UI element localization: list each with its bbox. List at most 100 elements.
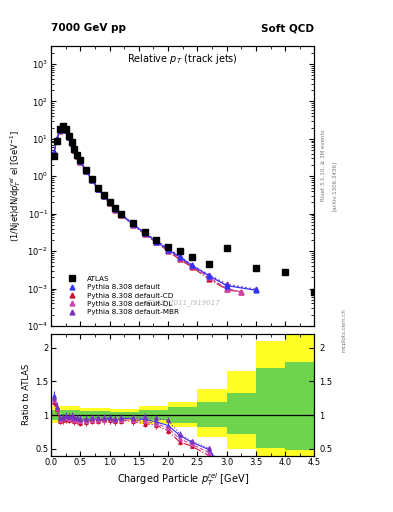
Line: Pythia 8.308 default-CD: Pythia 8.308 default-CD xyxy=(51,125,244,294)
Pythia 8.308 default-DL xyxy=(189,263,194,269)
Text: Relative $p_T$ (track jets): Relative $p_T$ (track jets) xyxy=(127,52,238,66)
Pythia 8.308 default-MBR xyxy=(55,136,59,142)
Pythia 8.308 default-DL xyxy=(72,146,77,153)
Pythia 8.308 default-CD xyxy=(78,159,83,165)
Pythia 8.308 default-MBR xyxy=(142,230,147,236)
ATLAS xyxy=(101,191,106,198)
Pythia 8.308 default-MBR xyxy=(119,211,124,218)
Pythia 8.308 default-MBR xyxy=(207,272,211,278)
Pythia 8.308 default xyxy=(72,146,77,153)
Line: Pythia 8.308 default: Pythia 8.308 default xyxy=(51,124,258,293)
Text: 7000 GeV pp: 7000 GeV pp xyxy=(51,23,126,33)
Pythia 8.308 default-CD xyxy=(61,124,65,130)
Text: ATLAS_2011_I919017: ATLAS_2011_I919017 xyxy=(145,300,220,306)
Pythia 8.308 default-DL xyxy=(107,200,112,206)
ATLAS xyxy=(90,176,94,182)
Pythia 8.308 default-CD xyxy=(66,134,71,140)
Pythia 8.308 default-CD xyxy=(113,206,118,212)
ATLAS xyxy=(55,137,59,143)
Pythia 8.308 default-DL xyxy=(142,231,147,237)
Pythia 8.308 default-DL xyxy=(239,289,244,295)
Pythia 8.308 default xyxy=(66,134,71,140)
Pythia 8.308 default-DL xyxy=(101,193,106,199)
Pythia 8.308 default-CD xyxy=(224,286,229,292)
Pythia 8.308 default-DL xyxy=(154,239,159,245)
Text: Rivet 3.1.10, ≥ 3M events: Rivet 3.1.10, ≥ 3M events xyxy=(320,130,325,201)
Pythia 8.308 default xyxy=(57,127,62,133)
Pythia 8.308 default-DL xyxy=(78,159,83,165)
Pythia 8.308 default xyxy=(253,287,258,293)
Pythia 8.308 default-CD xyxy=(72,147,77,153)
Pythia 8.308 default xyxy=(101,193,106,199)
Pythia 8.308 default-DL xyxy=(90,177,94,183)
Pythia 8.308 default-MBR xyxy=(166,245,171,251)
Pythia 8.308 default-DL xyxy=(113,206,118,212)
Pythia 8.308 default xyxy=(84,168,88,174)
Pythia 8.308 default-DL xyxy=(69,140,74,146)
Pythia 8.308 default xyxy=(95,185,100,191)
Pythia 8.308 default-MBR xyxy=(75,152,80,158)
ATLAS xyxy=(283,269,288,275)
Pythia 8.308 default-CD xyxy=(154,240,159,246)
Pythia 8.308 default-DL xyxy=(61,124,65,130)
Pythia 8.308 default xyxy=(51,148,56,155)
Line: Pythia 8.308 default-DL: Pythia 8.308 default-DL xyxy=(51,124,244,294)
Pythia 8.308 default-MBR xyxy=(63,126,68,133)
ATLAS xyxy=(72,145,77,152)
Line: ATLAS: ATLAS xyxy=(51,123,317,295)
ATLAS xyxy=(84,166,88,173)
Pythia 8.308 default-MBR xyxy=(84,167,88,174)
Pythia 8.308 default-CD xyxy=(207,276,211,282)
Pythia 8.308 default xyxy=(61,124,65,130)
Pythia 8.308 default-MBR xyxy=(57,127,62,133)
Y-axis label: Ratio to ATLAS: Ratio to ATLAS xyxy=(22,364,31,425)
Pythia 8.308 default xyxy=(63,126,68,133)
ATLAS xyxy=(61,123,65,129)
ATLAS xyxy=(224,245,229,251)
Pythia 8.308 default-MBR xyxy=(72,146,77,152)
Pythia 8.308 default-DL xyxy=(57,127,62,134)
Pythia 8.308 default-DL xyxy=(178,255,182,261)
Pythia 8.308 default xyxy=(189,262,194,268)
Pythia 8.308 default-DL xyxy=(130,222,135,228)
Pythia 8.308 default-CD xyxy=(101,193,106,199)
Pythia 8.308 default-DL xyxy=(84,168,88,174)
Pythia 8.308 default-MBR xyxy=(224,281,229,287)
Pythia 8.308 default-DL xyxy=(63,127,68,133)
Pythia 8.308 default xyxy=(78,158,83,164)
Pythia 8.308 default xyxy=(154,239,159,245)
ATLAS xyxy=(113,205,118,211)
Pythia 8.308 default-DL xyxy=(119,212,124,218)
Pythia 8.308 default xyxy=(107,199,112,205)
ATLAS xyxy=(78,157,83,163)
Pythia 8.308 default-CD xyxy=(69,140,74,146)
Pythia 8.308 default-CD xyxy=(57,127,62,134)
ATLAS xyxy=(51,153,56,159)
ATLAS xyxy=(95,184,100,190)
Pythia 8.308 default-CD xyxy=(178,257,182,263)
Pythia 8.308 default-DL xyxy=(51,150,56,156)
Pythia 8.308 default xyxy=(224,283,229,289)
Pythia 8.308 default-MBR xyxy=(189,262,194,268)
Text: [arXiv:1306.3436]: [arXiv:1306.3436] xyxy=(332,161,337,211)
Pythia 8.308 default-MBR xyxy=(51,149,56,155)
Pythia 8.308 default-DL xyxy=(66,134,71,140)
ATLAS xyxy=(75,152,80,158)
ATLAS xyxy=(130,220,135,226)
ATLAS xyxy=(63,126,68,132)
ATLAS xyxy=(178,248,182,254)
Pythia 8.308 default-MBR xyxy=(107,199,112,205)
Pythia 8.308 default-CD xyxy=(90,177,94,183)
Pythia 8.308 default-CD xyxy=(63,127,68,133)
Pythia 8.308 default-CD xyxy=(119,212,124,218)
Pythia 8.308 default-CD xyxy=(84,168,88,175)
ATLAS xyxy=(154,237,159,243)
Pythia 8.308 default-CD xyxy=(75,153,80,159)
Text: Soft QCD: Soft QCD xyxy=(261,23,314,33)
Pythia 8.308 default-MBR xyxy=(90,177,94,183)
Pythia 8.308 default xyxy=(142,230,147,237)
ATLAS xyxy=(189,254,194,260)
Pythia 8.308 default-CD xyxy=(166,248,171,254)
Pythia 8.308 default-DL xyxy=(207,274,211,281)
X-axis label: Charged Particle $p_T^{rel}$ [GeV]: Charged Particle $p_T^{rel}$ [GeV] xyxy=(117,472,249,488)
